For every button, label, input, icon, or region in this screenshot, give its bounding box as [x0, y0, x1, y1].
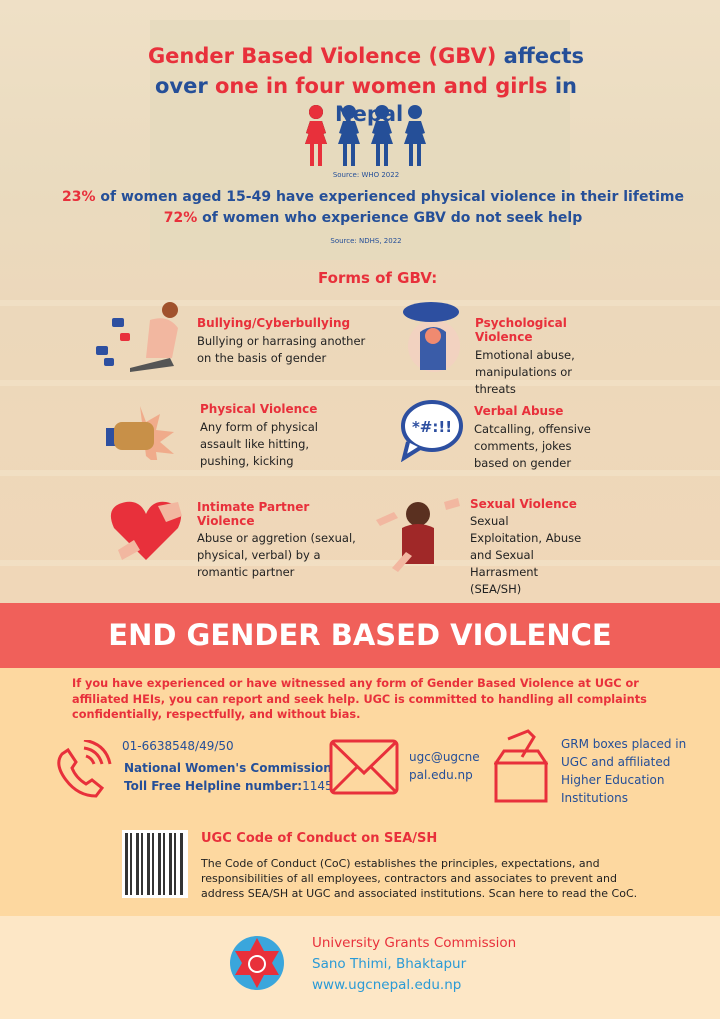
form-verbal: Verbal Abuse Catcalling, offensive commen…	[474, 404, 591, 470]
form-physical: Physical Violence Any form of physical as…	[200, 402, 318, 468]
bg-stripe	[0, 300, 720, 306]
bullying-icon	[96, 302, 178, 372]
coc-qr-code[interactable]	[122, 830, 188, 898]
headline-line1: Gender Based Violence (GBV) affects	[147, 44, 585, 68]
coc-text: The Code of Conduct (CoC) establishes th…	[201, 857, 638, 900]
bg-stripe	[0, 560, 720, 566]
coc-title: UGC Code of Conduct on SEA/SH	[201, 831, 438, 846]
ugc-logo	[230, 936, 284, 990]
email-envelope-icon	[329, 739, 399, 795]
org-address: Sano Thimi, Bhaktapur	[312, 956, 467, 972]
ballot-box-icon	[494, 729, 548, 803]
stat-seek-help: 72% of women who experience GBV do not s…	[163, 210, 583, 226]
form-bullying: Bullying/Cyberbullying Bullying or harras…	[197, 316, 366, 365]
report-text: If you have experienced or have witnesse…	[72, 677, 647, 721]
physical-violence-fist-icon	[106, 406, 174, 460]
headline-nepal: Nepal	[335, 102, 404, 126]
stat-physical-violence: 23% of women aged 15-49 have experienced…	[61, 189, 685, 205]
form-intimate-partner: Intimate Partner Violence Abuse or aggret…	[197, 500, 356, 579]
headline-line2: over one in four women and girls in	[154, 74, 578, 98]
background-panel	[150, 20, 570, 260]
verbal-abuse-speech-bubble-icon: *#:!!	[400, 400, 463, 462]
phone-icon	[57, 740, 112, 798]
bg-stripe	[0, 380, 720, 386]
form-psychological: Psychological Violence Emotional abuse, m…	[475, 316, 575, 396]
nwc-label: National Women's Commission	[124, 761, 332, 775]
source-ndhs: Source: NDHS, 2022	[330, 237, 402, 245]
form-sexual: Sexual Violence Sexual Exploitation, Abus…	[470, 497, 582, 596]
phone-number[interactable]: 01-6638548/49/50	[122, 739, 234, 753]
org-name: University Grants Commission	[312, 935, 517, 951]
footer-contact: University Grants Commission Sano Thimi,…	[312, 933, 516, 996]
footer	[0, 916, 720, 1019]
source-who: Source: WHO 2022	[332, 171, 400, 179]
women-figures-icon	[305, 105, 426, 166]
grm-boxes-text: GRM boxes placed in UGC and affiliated H…	[561, 737, 687, 805]
tollfree-helpline: Toll Free Helpline number:1145	[124, 779, 333, 793]
org-website[interactable]: www.ugcnepal.edu.np	[312, 977, 462, 993]
bg-stripe	[0, 470, 720, 476]
forms-title: Forms of GBV:	[318, 269, 438, 287]
intimate-partner-heart-icon	[110, 501, 182, 560]
psychological-violence-icon	[403, 302, 460, 372]
end-gbv-banner: END GENDER BASED VIOLENCE	[0, 603, 720, 668]
bubble-text: *#:!!	[412, 418, 452, 436]
email-address[interactable]: ugc@ugcne pal.edu.np	[409, 750, 480, 782]
sexual-violence-icon	[376, 498, 460, 572]
